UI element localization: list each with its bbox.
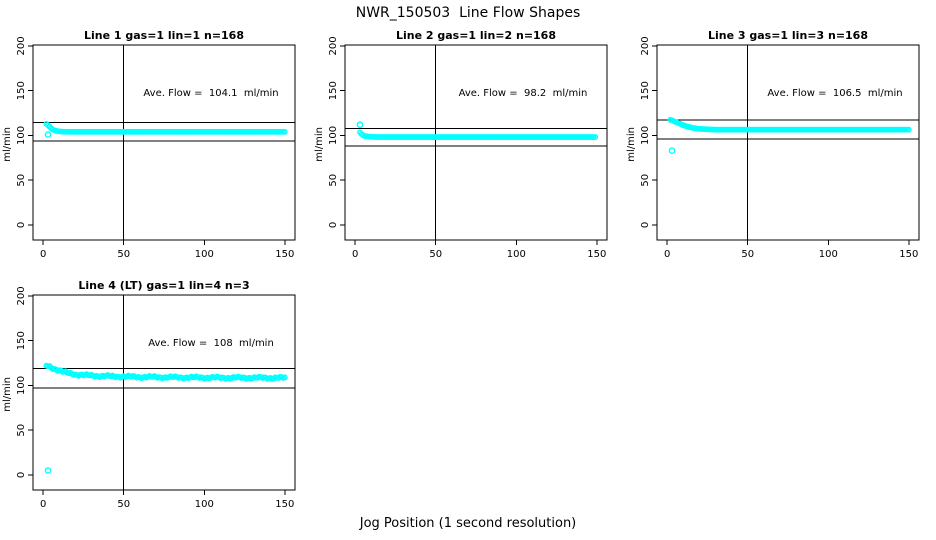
panel-line-2: 0 50 100 150 0 50 100 150 200 ml/min Line 2 gas=1 … bbox=[314, 29, 608, 260]
panel-title: Line 2 gas=1 lin=2 n=168 bbox=[396, 29, 556, 42]
y-tick-label: 150 bbox=[328, 81, 339, 100]
x-tick-label: 50 bbox=[741, 249, 754, 260]
y-axis-title: ml/min bbox=[314, 127, 325, 162]
y-tick-label: 100 bbox=[16, 376, 27, 395]
x-tick-label: 100 bbox=[195, 499, 214, 510]
x-axis: 0 50 100 150 bbox=[40, 240, 294, 260]
outlier-point bbox=[668, 147, 676, 154]
y-tick-label: 100 bbox=[328, 126, 339, 145]
y-tick-label: 200 bbox=[16, 286, 27, 305]
y-tick-label: 0 bbox=[328, 222, 339, 228]
x-tick-label: 150 bbox=[899, 249, 918, 260]
y-tick-label: 200 bbox=[328, 36, 339, 55]
y-tick-label: 150 bbox=[16, 331, 27, 350]
y-tick-label: 100 bbox=[16, 126, 27, 145]
y-tick-label: 0 bbox=[640, 222, 651, 228]
panel-title: Line 4 (LT) gas=1 lin=4 n=3 bbox=[78, 279, 249, 292]
y-tick-label: 0 bbox=[16, 472, 27, 478]
outlier-point bbox=[356, 121, 364, 129]
data-points bbox=[667, 116, 912, 154]
x-axis: 0 50 100 150 bbox=[352, 240, 606, 260]
plot-box bbox=[344, 44, 608, 241]
x-tick-label: 0 bbox=[40, 249, 46, 260]
y-axis-title: ml/min bbox=[2, 377, 13, 412]
x-tick-label: 150 bbox=[587, 249, 606, 260]
x-tick-label: 50 bbox=[429, 249, 442, 260]
x-tick-label: 50 bbox=[117, 249, 130, 260]
x-axis: 0 50 100 150 bbox=[40, 490, 294, 510]
ave-flow-annotation: Ave. Flow = 98.2 ml/min bbox=[459, 88, 588, 99]
data-points bbox=[43, 362, 288, 474]
y-tick-label: 200 bbox=[640, 36, 651, 55]
x-tick-label: 150 bbox=[275, 249, 294, 260]
x-axis: 0 50 100 150 bbox=[664, 240, 918, 260]
y-tick-label: 50 bbox=[16, 174, 27, 187]
panel-title: Line 3 gas=1 lin=3 n=168 bbox=[708, 29, 868, 42]
plot-box bbox=[656, 44, 920, 241]
y-axis: 0 50 100 150 200 bbox=[16, 36, 33, 228]
panel-title: Line 1 gas=1 lin=1 n=168 bbox=[84, 29, 244, 42]
x-tick-label: 150 bbox=[275, 499, 294, 510]
outlier-point bbox=[44, 467, 52, 474]
x-tick-label: 50 bbox=[117, 499, 130, 510]
x-tick-label: 0 bbox=[352, 249, 358, 260]
plot-box bbox=[32, 294, 296, 491]
y-tick-label: 150 bbox=[16, 81, 27, 100]
y-tick-label: 100 bbox=[640, 126, 651, 145]
y-axis: 0 50 100 150 200 bbox=[16, 286, 33, 478]
main-title: NWR_150503 Line Flow Shapes bbox=[355, 5, 581, 21]
x-tick-label: 0 bbox=[40, 499, 46, 510]
x-tick-label: 100 bbox=[819, 249, 838, 260]
data-points bbox=[356, 121, 599, 140]
x-tick-label: 0 bbox=[664, 249, 670, 260]
y-axis-title: ml/min bbox=[2, 127, 13, 162]
x-axis-label: Jog Position (1 second resolution) bbox=[359, 516, 577, 531]
panel-line-3: 0 50 100 150 0 50 100 150 200 ml/min Line 3 gas=1 … bbox=[626, 29, 920, 260]
data-points bbox=[43, 120, 288, 138]
y-tick-label: 200 bbox=[16, 36, 27, 55]
y-tick-label: 50 bbox=[16, 424, 27, 437]
y-tick-label: 150 bbox=[640, 81, 651, 100]
y-tick-label: 50 bbox=[640, 174, 651, 187]
ave-flow-annotation: Ave. Flow = 106.5 ml/min bbox=[767, 88, 902, 99]
outlier-point bbox=[44, 131, 52, 138]
ave-flow-annotation: Ave. Flow = 104.1 ml/min bbox=[143, 88, 278, 99]
x-tick-label: 100 bbox=[507, 249, 526, 260]
y-tick-label: 50 bbox=[328, 174, 339, 187]
y-tick-label: 0 bbox=[16, 222, 27, 228]
y-axis: 0 50 100 150 200 bbox=[328, 36, 345, 228]
panel-line-4: 0 50 100 150 0 50 100 150 200 ml/min Line 4 (LT) g… bbox=[2, 279, 296, 510]
y-axis: 0 50 100 150 200 bbox=[640, 36, 657, 228]
plot-box bbox=[32, 44, 296, 241]
y-axis-title: ml/min bbox=[626, 127, 637, 162]
panel-line-1: 0 50 100 150 0 50 100 150 200 ml/min Line 1 gas=1 … bbox=[2, 29, 296, 260]
x-tick-label: 100 bbox=[195, 249, 214, 260]
ave-flow-annotation: Ave. Flow = 108 ml/min bbox=[148, 338, 274, 349]
